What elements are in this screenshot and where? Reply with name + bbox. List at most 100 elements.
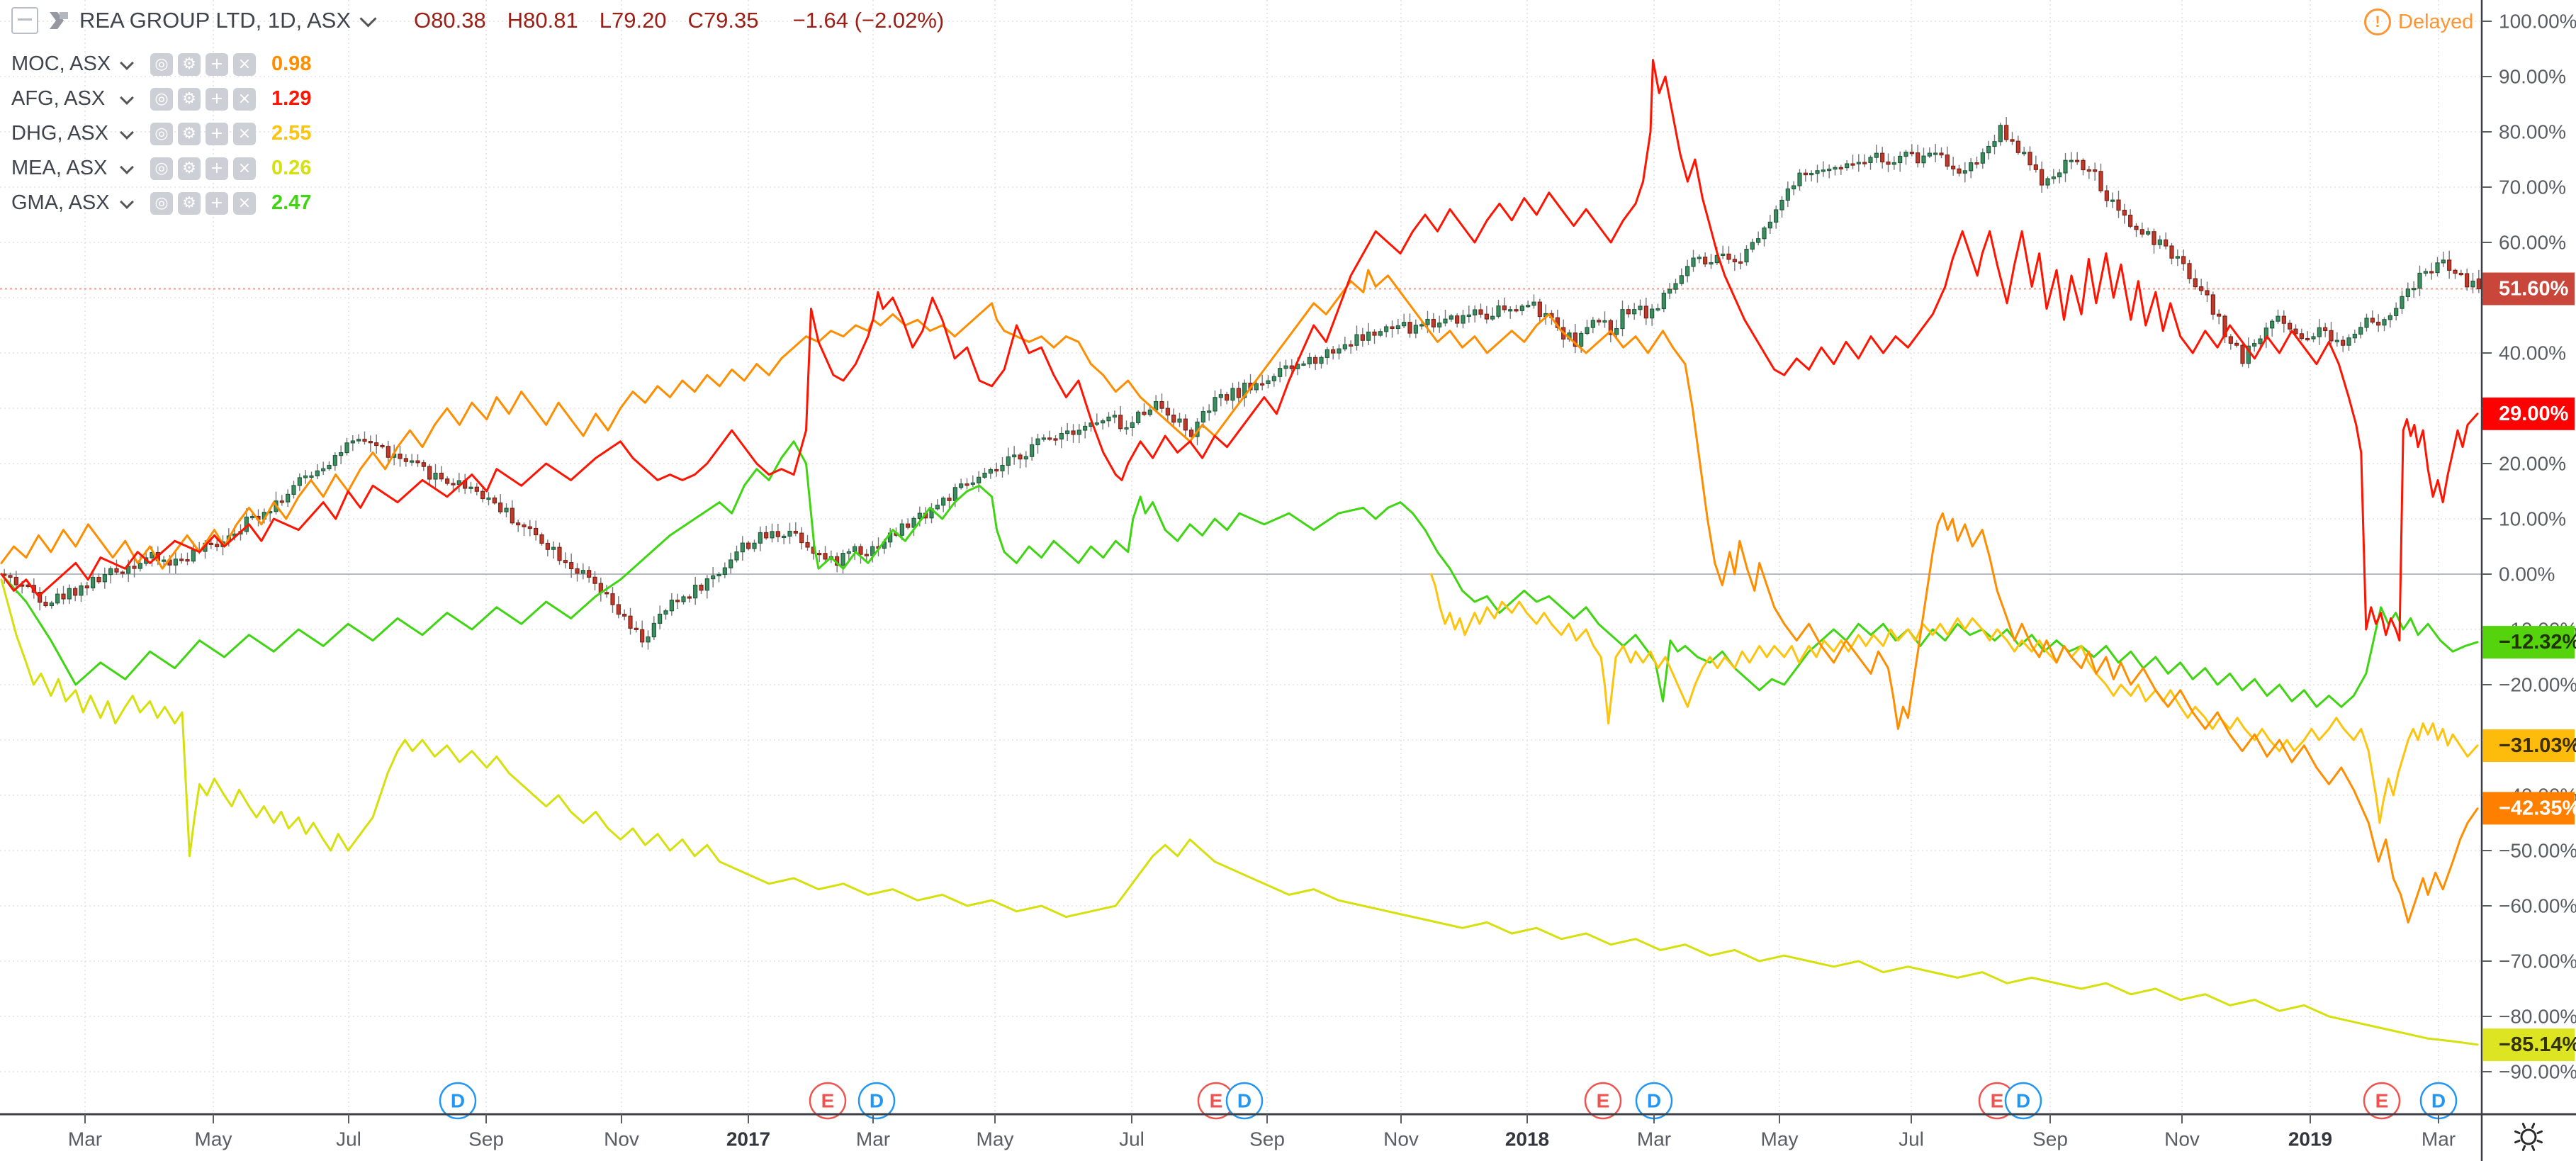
price-axis-label: −60.00% — [2499, 895, 2576, 917]
dividend-marker-icon[interactable]: D — [857, 1082, 896, 1120]
gear-icon[interactable]: ⚙ — [178, 52, 201, 76]
chevron-down-icon[interactable] — [120, 159, 134, 174]
earnings-marker-icon[interactable]: E — [1978, 1082, 2016, 1120]
legend-symbol-label[interactable]: AFG, ASX — [11, 87, 106, 110]
time-axis-label: May — [195, 1128, 232, 1150]
svg-text:−85.14%: −85.14% — [2499, 1033, 2576, 1056]
price-badge-29.00: 29.00% — [2482, 397, 2575, 430]
compare-legend: MOC, ASX ◎ ⚙ + × 0.98 AFG, ASX ◎ ⚙ + × 1.29 DHG, ASX… — [11, 47, 311, 220]
time-axis-label: Mar — [68, 1128, 102, 1150]
chevron-down-icon[interactable] — [120, 90, 134, 105]
price-axis-label: −80.00% — [2499, 1006, 2576, 1028]
price-axis-label: −70.00% — [2499, 950, 2576, 972]
svg-text:E: E — [2375, 1090, 2389, 1112]
axis-settings-icon[interactable] — [2514, 1123, 2543, 1151]
eye-icon[interactable]: ◎ — [150, 87, 173, 111]
time-axis-label: Nov — [604, 1128, 639, 1150]
series-line-mea[interactable] — [0, 578, 2479, 1046]
legend-symbol-label[interactable]: MOC, ASX — [11, 52, 111, 75]
earnings-marker-icon[interactable]: E — [2363, 1082, 2401, 1120]
chevron-down-icon[interactable] — [120, 125, 134, 140]
price-axis-label: 60.00% — [2499, 232, 2566, 254]
dividend-marker-icon[interactable]: D — [1225, 1082, 1264, 1120]
chevron-down-icon[interactable] — [359, 9, 377, 28]
gear-icon[interactable]: ⚙ — [178, 122, 201, 145]
time-axis[interactable]: Mar May Jul Sep Nov 2017 Mar May Jul Sep Nov 2018 Ma… — [68, 1114, 2456, 1150]
close-icon[interactable]: × — [233, 87, 256, 111]
time-axis-label: Jul — [336, 1128, 361, 1150]
earnings-marker-icon[interactable]: E — [809, 1082, 847, 1120]
dividend-marker-icon[interactable]: D — [439, 1082, 477, 1120]
delayed-label: Delayed — [2398, 10, 2474, 33]
time-axis-label: May — [1761, 1128, 1799, 1150]
price-axis-label: 40.00% — [2499, 342, 2566, 364]
symbol-logo-icon — [50, 12, 68, 29]
time-axis-label: Sep — [1249, 1128, 1285, 1150]
price-badge-85.14: −85.14% — [2482, 1028, 2576, 1062]
ohlc-close: C79.35 — [687, 8, 759, 33]
earnings-marker-icon[interactable]: E — [1584, 1082, 1622, 1120]
time-axis-label: May — [977, 1128, 1014, 1150]
gear-icon[interactable]: ⚙ — [178, 87, 201, 111]
svg-text:D: D — [2016, 1090, 2030, 1112]
collapse-icon[interactable] — [11, 7, 38, 34]
close-icon[interactable]: × — [233, 52, 256, 76]
legend-symbol-label[interactable]: GMA, ASX — [11, 191, 110, 214]
legend-row-mea: MEA, ASX ◎ ⚙ + × 0.26 — [11, 151, 311, 186]
price-badge-12.32: −12.32% — [2482, 626, 2576, 659]
legend-row-afg: AFG, ASX ◎ ⚙ + × 1.29 — [11, 82, 311, 116]
legend-row-moc: MOC, ASX ◎ ⚙ + × 0.98 — [11, 47, 311, 82]
earnings-marker-icon[interactable]: E — [1197, 1082, 1235, 1120]
eye-icon[interactable]: ◎ — [150, 191, 173, 215]
legend-last-value: 2.47 — [271, 191, 312, 214]
eye-icon[interactable]: ◎ — [150, 122, 173, 145]
price-axis-label: 70.00% — [2499, 176, 2566, 198]
series-line-dhg[interactable] — [1429, 573, 2479, 824]
series-line-afg[interactable] — [0, 59, 2479, 642]
eye-icon[interactable]: ◎ — [150, 157, 173, 180]
close-icon[interactable]: × — [233, 191, 256, 215]
time-axis-label: Mar — [1637, 1128, 1671, 1150]
symbol-title[interactable]: REA GROUP LTD, 1D, ASX — [79, 8, 351, 33]
price-axis[interactable]: 100.00%90.00%80.00%70.00%60.00%50.00%40.… — [2482, 11, 2576, 1083]
svg-text:−31.03%: −31.03% — [2499, 734, 2576, 757]
price-axis-label: 10.00% — [2499, 508, 2566, 530]
gear-icon[interactable]: ⚙ — [178, 191, 201, 215]
symbol-header: REA GROUP LTD, 1D, ASX O80.38 H80.81 L79… — [11, 7, 944, 34]
svg-text:D: D — [1647, 1090, 1661, 1112]
plus-icon[interactable]: + — [206, 122, 228, 145]
gear-icon[interactable]: ⚙ — [178, 157, 201, 180]
legend-last-value: 0.98 — [271, 52, 312, 75]
price-axis-label: 0.00% — [2499, 563, 2555, 585]
close-icon[interactable]: × — [233, 157, 256, 180]
ohlc-values: O80.38 H80.81 L79.20 C79.35 — [414, 8, 758, 33]
legend-symbol-label[interactable]: DHG, ASX — [11, 122, 108, 145]
svg-text:−12.32%: −12.32% — [2499, 631, 2576, 654]
time-axis-label: Sep — [2032, 1128, 2068, 1150]
plus-icon[interactable]: + — [206, 87, 228, 111]
plus-icon[interactable]: + — [206, 191, 228, 215]
price-axis-label: −20.00% — [2499, 674, 2576, 696]
price-badge-51.60: 51.60% — [2482, 272, 2575, 305]
time-axis-label: 2019 — [2288, 1128, 2332, 1150]
legend-row-gma: GMA, ASX ◎ ⚙ + × 2.47 — [11, 186, 311, 220]
dividend-marker-icon[interactable]: D — [2004, 1082, 2042, 1120]
svg-text:E: E — [1991, 1090, 2004, 1112]
chevron-down-icon[interactable] — [120, 194, 134, 209]
price-axis-label: 100.00% — [2499, 11, 2576, 33]
legend-symbol-label[interactable]: MEA, ASX — [11, 157, 108, 179]
plus-icon[interactable]: + — [206, 52, 228, 76]
time-axis-label: Mar — [2422, 1128, 2456, 1150]
time-axis-label: 2018 — [1505, 1128, 1549, 1150]
price-badge-31.03: −31.03% — [2482, 729, 2576, 763]
chevron-down-icon[interactable] — [120, 55, 134, 70]
eye-icon[interactable]: ◎ — [150, 52, 173, 76]
close-icon[interactable]: × — [233, 122, 256, 145]
plus-icon[interactable]: + — [206, 157, 228, 180]
series-line-gma[interactable] — [0, 440, 2479, 708]
series-line-moc[interactable] — [0, 269, 2479, 924]
time-axis-label: Jul — [1899, 1128, 1924, 1150]
delayed-data-badge[interactable]: ! Delayed — [2364, 9, 2473, 35]
legend-row-dhg: DHG, ASX ◎ ⚙ + × 2.55 — [11, 116, 311, 151]
